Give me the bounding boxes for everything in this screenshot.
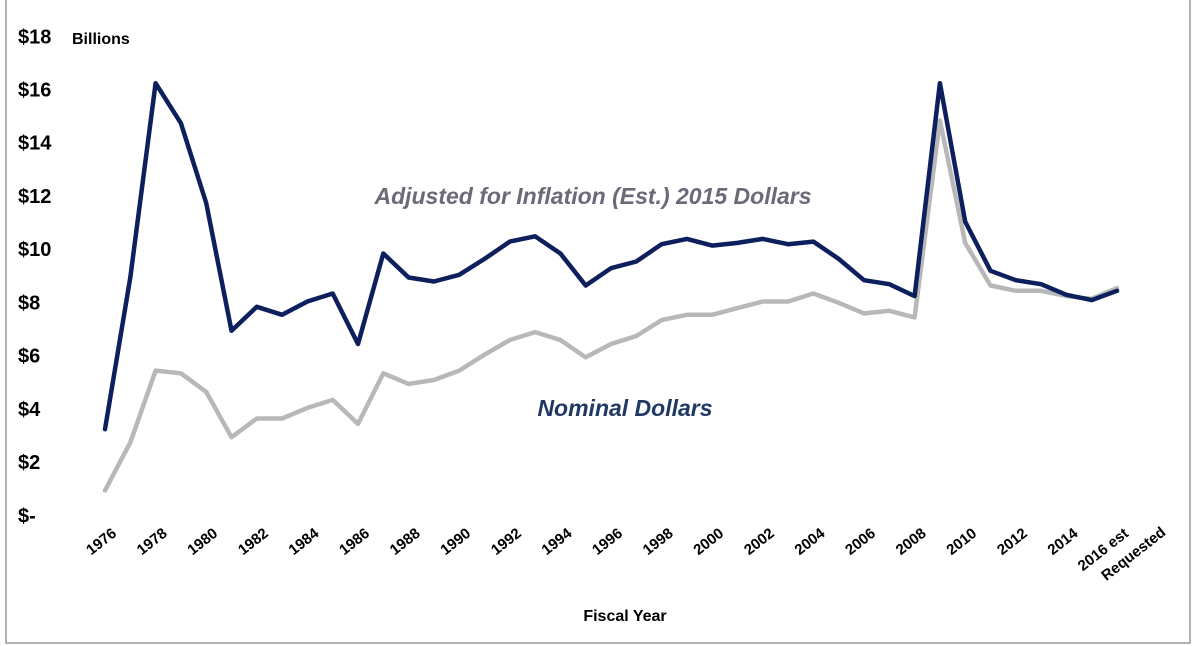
x-tick-label: 2010 <box>943 525 980 559</box>
x-tick-label: 2002 <box>741 525 778 559</box>
x-tick-label: 1976 <box>83 525 120 559</box>
x-tick-label: 1990 <box>437 525 474 559</box>
x-tick-label: 2014 <box>1045 524 1082 558</box>
x-tick-label: 2012 <box>994 525 1031 559</box>
y-tick-label: $14 <box>18 133 52 155</box>
y-tick-label: $6 <box>18 346 40 368</box>
x-tick-label: 1986 <box>336 525 373 559</box>
x-tick-label: 1992 <box>488 525 525 559</box>
x-tick-label: 1988 <box>387 525 424 559</box>
annotation: Nominal Dollars <box>537 395 712 421</box>
series-line <box>102 80 1120 432</box>
y-tick-label: $8 <box>18 292 40 314</box>
x-tick-label: 2016 estRequested <box>1075 506 1169 592</box>
x-tick-label: 2000 <box>690 525 727 559</box>
y-tick-label: $12 <box>18 186 51 208</box>
x-tick-label: 2008 <box>893 525 930 559</box>
y-unit: Billions <box>72 31 130 48</box>
frame <box>5 0 1191 644</box>
y-tick-label: $2 <box>18 452 40 474</box>
x-tick-label: 1980 <box>184 525 221 559</box>
annotation: Adjusted for Inflation (Est.) 2015 Dolla… <box>373 183 811 209</box>
series-line <box>102 118 1120 493</box>
y-tick-label: $16 <box>18 80 51 102</box>
x-tick-label: 2006 <box>842 525 879 559</box>
y-tick-label: $- <box>18 505 36 527</box>
x-tick-label: 1998 <box>640 525 677 559</box>
x-tick-label: 2004 <box>792 524 829 558</box>
x-axis-title: Fiscal Year <box>583 608 666 625</box>
x-tick-label: 1982 <box>235 525 272 559</box>
y-tick-label: $18 <box>18 26 51 48</box>
y-tick-label: $10 <box>18 239 51 261</box>
x-tick-label: 1984 <box>286 524 323 558</box>
x-tick-label: 1994 <box>539 524 576 558</box>
y-tick-label: $4 <box>18 399 41 421</box>
x-tick-label: 1978 <box>134 525 171 559</box>
x-tick-label: 1996 <box>589 525 626 559</box>
